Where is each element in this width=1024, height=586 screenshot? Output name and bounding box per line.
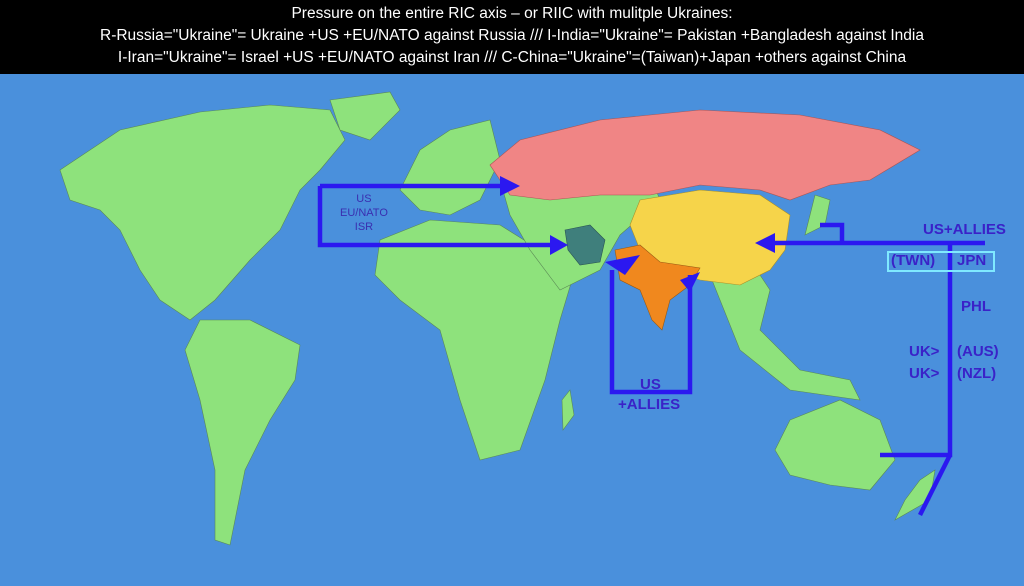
label-jpn: JPN	[957, 252, 987, 269]
label-india-us: US	[640, 376, 661, 393]
greenland	[329, 91, 401, 141]
madagascar	[561, 389, 575, 431]
australia	[774, 399, 896, 491]
southeast-asia	[699, 249, 861, 401]
label-twn: (TWN)	[891, 252, 936, 269]
nzl-arrow	[917, 453, 953, 517]
iran	[564, 224, 606, 266]
south-america	[184, 319, 301, 546]
label-uk-2: UK>	[909, 365, 940, 382]
label-us: US	[356, 193, 372, 205]
arrow-head-iran	[550, 235, 568, 255]
russia	[489, 109, 921, 201]
india	[614, 244, 701, 331]
new-zealand	[894, 469, 936, 521]
arrow-head-russia	[500, 176, 520, 196]
africa	[374, 219, 576, 461]
india-bracket	[609, 270, 693, 395]
arrow-head-india	[680, 272, 700, 292]
twn-jpn-highlight-box	[887, 251, 995, 272]
title-header: Pressure on the entire RIC axis – or RII…	[0, 0, 1024, 74]
label-west-group: US EU/NATO ISR	[340, 192, 388, 234]
world-map	[0, 74, 1024, 586]
label-isr: ISR	[354, 221, 374, 233]
north-america	[59, 104, 346, 321]
west-bracket	[317, 186, 550, 248]
label-nzl: (NZL)	[957, 365, 997, 382]
label-pacific-allies: US+ALLIES	[923, 221, 1006, 238]
title-line-1: Pressure on the entire RIC axis – or RII…	[291, 5, 733, 22]
label-uk-1: UK>	[909, 343, 940, 360]
arrow-head-pakistan	[605, 255, 640, 275]
label-phl: PHL	[961, 298, 991, 315]
label-aus: (AUS)	[957, 343, 999, 360]
label-india-allies: +ALLIES	[618, 396, 681, 413]
arrow-head-china	[755, 233, 775, 253]
title-line-2: R-Russia="Ukraine"= Ukraine +US +EU/NATO…	[100, 27, 924, 44]
label-eu-nato: EU/NATO	[340, 207, 388, 219]
title-line-3: I-Iran="Ukraine"= Israel +US +EU/NATO ag…	[117, 49, 907, 66]
japan-link	[820, 222, 845, 243]
